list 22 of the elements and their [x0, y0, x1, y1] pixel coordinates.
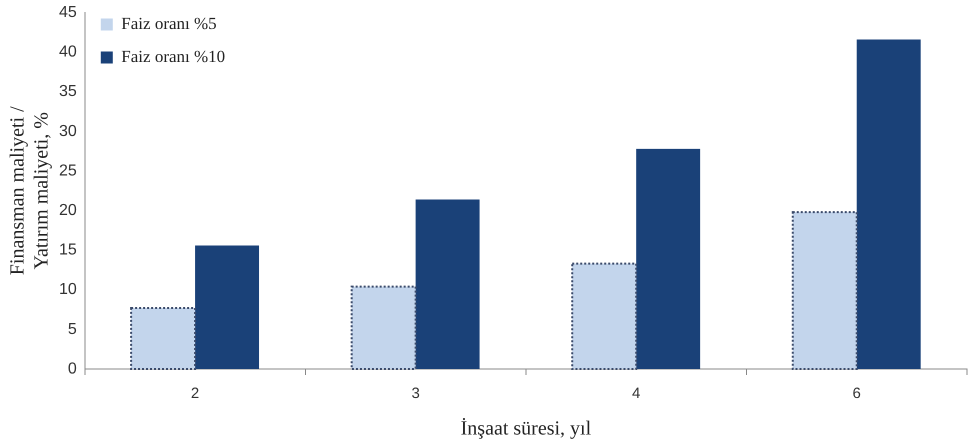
- x-tick-label: 6: [852, 385, 861, 402]
- legend-label: Faiz oranı %5: [121, 14, 217, 33]
- legend-label: Faiz oranı %10: [121, 46, 226, 66]
- bar: [856, 40, 921, 369]
- y-tick-label: 40: [59, 44, 77, 61]
- bar: [416, 200, 480, 369]
- y-tick-label: 10: [59, 281, 77, 298]
- x-tick-label: 3: [411, 385, 420, 402]
- y-tick-label: 45: [59, 4, 77, 22]
- y-tick-label: 25: [59, 162, 77, 180]
- x-tick-label: 2: [190, 385, 200, 402]
- y-tick-label: 35: [59, 83, 77, 100]
- x-tick-label: 4: [632, 385, 640, 402]
- y-axis-title: Finansman maliyeti / Yatırım maliyeti, %: [6, 106, 52, 276]
- bar: [195, 245, 260, 369]
- bar: [636, 148, 700, 369]
- x-axis-title: İnşaat süresi, yıl: [460, 417, 592, 440]
- y-tick-label: 0: [68, 360, 77, 378]
- y-tick-label: 20: [59, 202, 77, 220]
- y-tick-label: 15: [59, 242, 77, 259]
- y-tick-label: 30: [59, 122, 77, 140]
- y-tick-label: 5: [68, 320, 77, 338]
